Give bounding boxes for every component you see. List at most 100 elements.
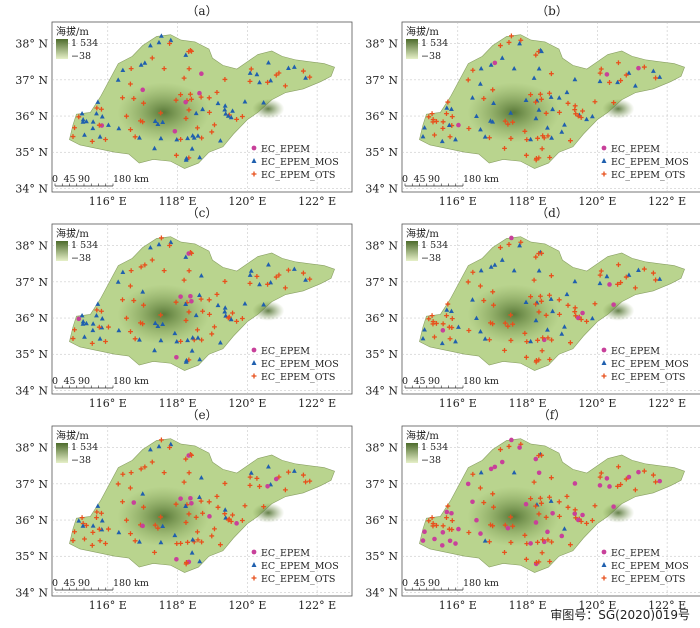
station-mos: [545, 327, 550, 332]
station-mos: [99, 324, 105, 330]
station-epem: [432, 536, 437, 542]
station-ots: [597, 272, 603, 278]
station-ots: [94, 509, 100, 515]
station-ots: [128, 66, 134, 71]
panel-label: （c）: [186, 206, 218, 220]
station-ots: [584, 318, 589, 324]
station-ots: [536, 511, 542, 517]
elevation-min: −38: [421, 253, 441, 264]
station-ots: [498, 447, 503, 452]
station-ots: [522, 330, 528, 336]
station-epem: [178, 294, 183, 299]
station-mos: [215, 302, 221, 308]
station-ots: [70, 538, 76, 543]
station-mos: [190, 335, 196, 340]
station-ots: [103, 541, 108, 546]
station-ots: [186, 66, 192, 72]
station-ots: [440, 523, 446, 529]
station-mos: [562, 324, 567, 329]
station-ots: [173, 152, 179, 158]
station-mos: [215, 100, 221, 106]
legend-label: EC_EPEM: [261, 548, 310, 559]
lon-tick-label: 116° E: [439, 397, 477, 410]
station-ots: [149, 55, 155, 61]
station-ots: [158, 514, 164, 520]
legend-marker-plus: [251, 373, 257, 379]
panel-label: （e）: [186, 408, 218, 422]
station-ots: [103, 339, 108, 344]
station-ots: [234, 318, 239, 324]
station-ots: [539, 146, 545, 152]
scale-bar: 0 45 90 180 km: [402, 174, 499, 187]
scale-bar-label: 90: [428, 376, 440, 387]
elevation-max: 1 534: [421, 38, 448, 49]
station-ots: [158, 312, 164, 318]
station-epem: [533, 520, 539, 525]
station-ots: [99, 510, 104, 516]
station-mos: [137, 337, 142, 342]
station-ots: [498, 245, 503, 250]
station-ots: [508, 136, 514, 141]
station-ots: [528, 496, 533, 502]
station-ots: [528, 294, 533, 300]
station-ots: [522, 128, 528, 134]
station-ots: [470, 67, 476, 73]
elevation-legend: 海拔/m1 534 −38: [406, 429, 448, 466]
station-mos: [242, 301, 248, 306]
scale-bar: 0 45 90 180 km: [52, 376, 149, 389]
station-ots: [127, 283, 133, 289]
station-ots: [607, 80, 612, 85]
station-ots: [470, 471, 476, 477]
station-mos: [148, 446, 153, 452]
station-ots: [533, 52, 539, 58]
station-ots: [265, 281, 270, 287]
station-mos: [160, 523, 166, 528]
station-ots: [487, 539, 492, 545]
station-ots: [199, 135, 205, 141]
legend-label: EC_EPEM_OTS: [611, 372, 685, 383]
station-epem: [186, 251, 192, 256]
station-ots: [518, 37, 524, 43]
station-ots: [141, 100, 146, 106]
station-epem: [456, 122, 461, 128]
station-mos: [217, 138, 223, 143]
elevation-legend-title: 海拔/m: [406, 429, 439, 442]
station-mos: [222, 507, 228, 512]
station-mos: [422, 125, 427, 130]
lat-tick-label: 38° N: [365, 442, 398, 455]
elevation-min: −38: [421, 51, 441, 62]
lon-tick-label: 120° E: [578, 599, 616, 612]
station-ots: [198, 94, 204, 100]
terrain-hills: [602, 502, 635, 523]
station-ots: [300, 68, 306, 74]
station-mos: [550, 308, 555, 314]
station-ots: [572, 103, 578, 109]
station-ots: [127, 485, 133, 491]
station-mos: [168, 441, 174, 447]
station-ots: [540, 335, 546, 341]
station-ots: [178, 92, 183, 98]
station-ots: [307, 478, 313, 484]
station-mos: [155, 323, 161, 328]
station-ots: [547, 559, 553, 564]
station-epem: [545, 529, 550, 535]
station-ots: [138, 466, 144, 472]
station-ots: [167, 445, 172, 450]
lat-tick-label: 35° N: [365, 348, 398, 361]
station-epem: [607, 282, 612, 287]
legend-label: EC_EPEM: [611, 346, 660, 357]
lat-tick-label: 35° N: [365, 146, 398, 159]
station-ots: [537, 293, 543, 299]
station-epem: [183, 99, 188, 105]
station-mos: [138, 62, 144, 67]
station-ots: [181, 277, 187, 283]
station-ots: [618, 78, 624, 83]
station-ots: [487, 337, 492, 343]
station-mos: [99, 316, 105, 321]
station-ots: [261, 504, 267, 510]
station-mos: [156, 39, 162, 45]
station-ots: [96, 122, 102, 128]
legend-label: EC_EPEM_OTS: [261, 574, 335, 585]
station-ots: [115, 481, 121, 487]
